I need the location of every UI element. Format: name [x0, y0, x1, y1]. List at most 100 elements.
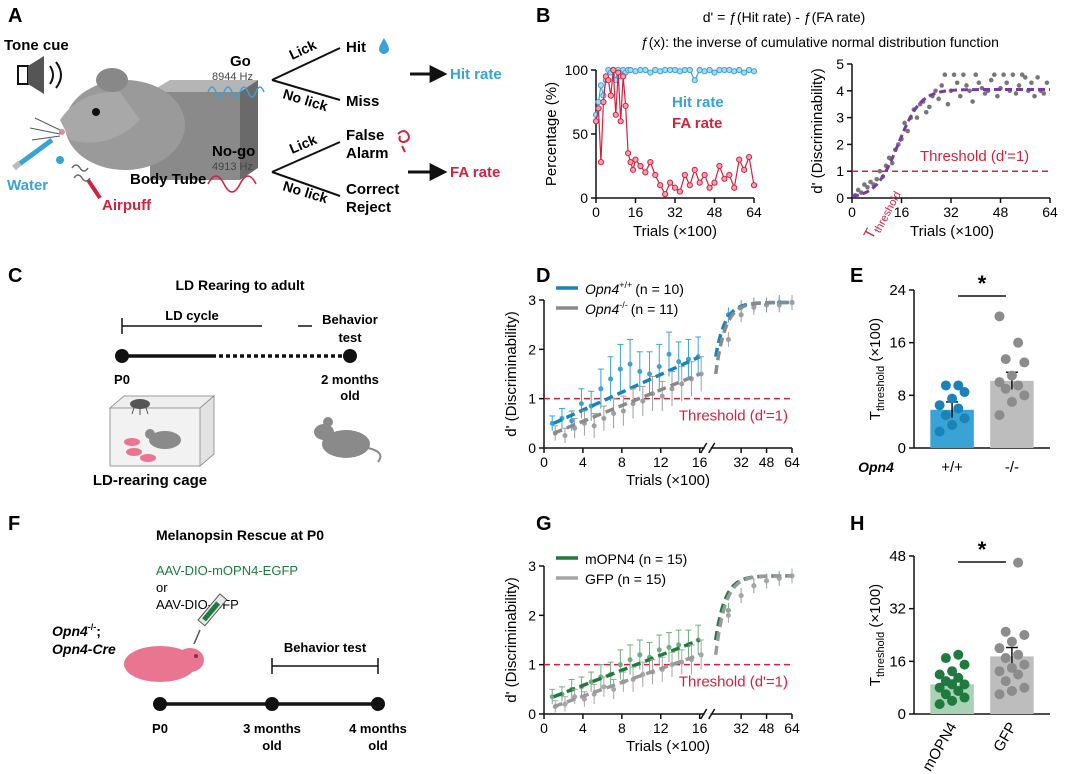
x-tick-label: 64: [784, 454, 800, 470]
subject-point: [994, 643, 1005, 654]
data-point: [637, 66, 644, 74]
sigmoid-fit-line: [851, 87, 1051, 198]
subject-point: [1006, 662, 1017, 673]
x-tick-label: 16: [692, 720, 708, 736]
y-tick-label: 0: [528, 440, 536, 456]
x-tick-label: 48: [759, 720, 775, 736]
data-point: [967, 88, 972, 94]
data-point: [1032, 93, 1037, 99]
subject-point: [1019, 357, 1030, 368]
syringe-icon: [193, 593, 228, 645]
fa-rate-label: FA rate: [450, 164, 500, 181]
airpuff-label: Airpuff: [102, 197, 152, 214]
data-point: [976, 80, 982, 86]
subject-point: [940, 380, 951, 391]
x-category-label: +/+: [941, 459, 963, 476]
subject-point: [934, 400, 945, 411]
airpuff-swirl-icon: [397, 130, 410, 153]
axis-break-mark: [708, 708, 716, 720]
axis-break-mark: [700, 708, 708, 720]
subject-point: [953, 672, 964, 683]
subject-point: [1006, 636, 1017, 647]
mouse-genotype-line-2: Opn4-Cre: [52, 641, 116, 657]
subject-point: [947, 666, 958, 677]
x-tick-label: 16: [628, 204, 644, 220]
subject-point: [994, 410, 1005, 421]
linear-fit-line: [553, 372, 701, 435]
data-point: [569, 418, 575, 424]
data-point: [992, 72, 997, 78]
y-axis-label: Tthreshold (×100): [867, 584, 887, 686]
subject-point: [1000, 626, 1011, 637]
x-tick-label: 48: [759, 454, 775, 470]
data-point: [652, 66, 659, 74]
data-point: [662, 191, 669, 198]
panel-letter-h: H: [850, 513, 864, 535]
data-point: [736, 156, 743, 163]
rescue-p0-dot: [153, 697, 167, 711]
data-point: [562, 701, 568, 707]
three-months-label-2: old: [262, 738, 282, 753]
subject-point: [1013, 380, 1024, 391]
x-tick-label: 48: [993, 204, 1009, 220]
subject-point: [934, 699, 945, 710]
data-point: [608, 376, 614, 382]
miss-outcome: Miss: [346, 93, 379, 110]
data-point: [1041, 91, 1047, 96]
x-tick-label: 32: [733, 720, 749, 736]
panel-d-legend: Opn4+/+ (n = 10) Opn4-/- (n = 11): [556, 280, 684, 317]
data-point: [745, 66, 753, 74]
y-tick-label: 1: [528, 657, 536, 673]
data-point: [595, 105, 602, 112]
data-point: [706, 184, 713, 191]
subject-point: [953, 380, 964, 391]
p0-label: P0: [114, 372, 130, 387]
data-point: [905, 128, 910, 134]
behavior-test-label-1: Behavior: [322, 312, 378, 327]
x-tick-label: 0: [540, 720, 548, 736]
go-lick-branch: [271, 47, 341, 81]
x-tick-label: 16: [692, 454, 708, 470]
y-axis-label: d' (Discriminability): [503, 311, 520, 436]
ld-rearing-cage-label: LD-rearing cage: [93, 472, 207, 489]
data-point: [620, 408, 626, 414]
data-point: [612, 111, 619, 118]
airpuff-nozzle-icon: [71, 164, 102, 200]
y-tick-label: 3: [528, 558, 536, 574]
data-point: [657, 182, 664, 189]
data-point: [671, 66, 679, 74]
rescue-4months-dot: [371, 697, 385, 711]
data-point: [1035, 75, 1040, 80]
data-point: [741, 166, 748, 173]
subject-point: [1013, 557, 1024, 568]
data-point: [666, 66, 674, 74]
data-point: [637, 652, 643, 658]
rescue-threshold-bar-chart: 0 16 32 48 Tthreshold (×100) mOPN4 GFP *: [867, 537, 1050, 774]
data-point: [961, 72, 966, 78]
data-point: [642, 66, 649, 74]
data-point: [627, 361, 633, 367]
data-point: [595, 98, 602, 106]
data-point: [696, 179, 703, 186]
y-tick-label: 0: [580, 190, 588, 206]
data-point: [659, 393, 665, 399]
data-point: [874, 176, 880, 182]
panel-h: H 0 16 32 48 Tthreshold (×100) mOPN4 GFP *: [850, 513, 1050, 774]
data-point: [721, 175, 728, 182]
hit-rate-label: Hit rate: [450, 66, 502, 83]
panel-letter-e: E: [850, 265, 863, 287]
dprime-formula: d' = ƒ(Hit rate) - ƒ(FA rate): [703, 9, 866, 25]
panel-f: F Melanopsin Rescue at P0 AAV-DIO-mOPN4-…: [8, 513, 407, 753]
x-tick-label: 8: [618, 454, 626, 470]
y-tick-label: 0: [898, 706, 906, 723]
data-point: [1029, 80, 1034, 86]
timeline-p0-dot: [115, 349, 129, 363]
three-months-label-1: 3 months: [243, 721, 301, 736]
data-point: [686, 182, 693, 189]
subject-point: [953, 403, 964, 414]
data-point: [889, 160, 895, 166]
panel-letter-a: A: [8, 5, 22, 27]
nogo-label: No-go: [212, 143, 255, 160]
y-tick-label: 4: [836, 83, 844, 99]
